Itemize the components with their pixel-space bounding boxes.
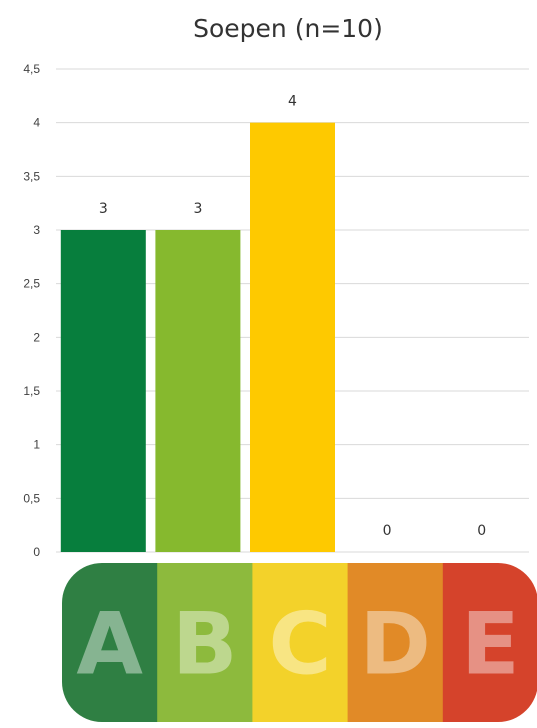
data-label-d: 0	[383, 523, 392, 539]
nutri-score-segment-b	[157, 563, 253, 722]
data-label-e: 0	[477, 523, 486, 539]
y-tick-label: 4,5	[23, 62, 40, 76]
y-tick-label: 3,5	[23, 169, 40, 183]
data-label-a: 3	[99, 201, 108, 217]
nutri-score-letter-c: C	[268, 595, 331, 695]
data-label-b: 3	[193, 201, 202, 217]
nutri-score-letter-a: A	[76, 595, 143, 695]
y-tick-label: 3	[33, 223, 40, 237]
y-tick-label: 2	[33, 330, 40, 344]
nutri-score-letter-d: D	[360, 595, 431, 695]
data-labels: 3 3 4 0 0	[99, 94, 486, 539]
nutri-score-segment-e	[442, 563, 537, 722]
chart-title: Soepen (n=10)	[193, 14, 383, 43]
bar-c	[250, 122, 335, 553]
nutri-score-letter-e: E	[461, 595, 520, 695]
y-tick-label: 1	[33, 438, 40, 452]
y-tick-label: 2,5	[23, 277, 40, 291]
bars	[60, 122, 335, 553]
bar-a	[60, 230, 146, 552]
y-tick-label: 4	[33, 116, 40, 130]
nutri-score-segment-c	[252, 563, 349, 722]
y-axis-tick-labels: 0 0,5 1 1,5 2 2,5 3 3,5 4 4,5	[23, 62, 40, 559]
nutri-score-segment-d	[347, 563, 444, 722]
y-tick-label: 1,5	[23, 384, 40, 398]
data-label-c: 4	[288, 94, 297, 110]
nutri-score-segment-a	[62, 563, 158, 722]
y-tick-label: 0	[33, 545, 40, 559]
bar-b	[155, 230, 241, 552]
nutri-score-letter-b: B	[172, 595, 238, 695]
y-tick-label: 0,5	[23, 491, 40, 505]
